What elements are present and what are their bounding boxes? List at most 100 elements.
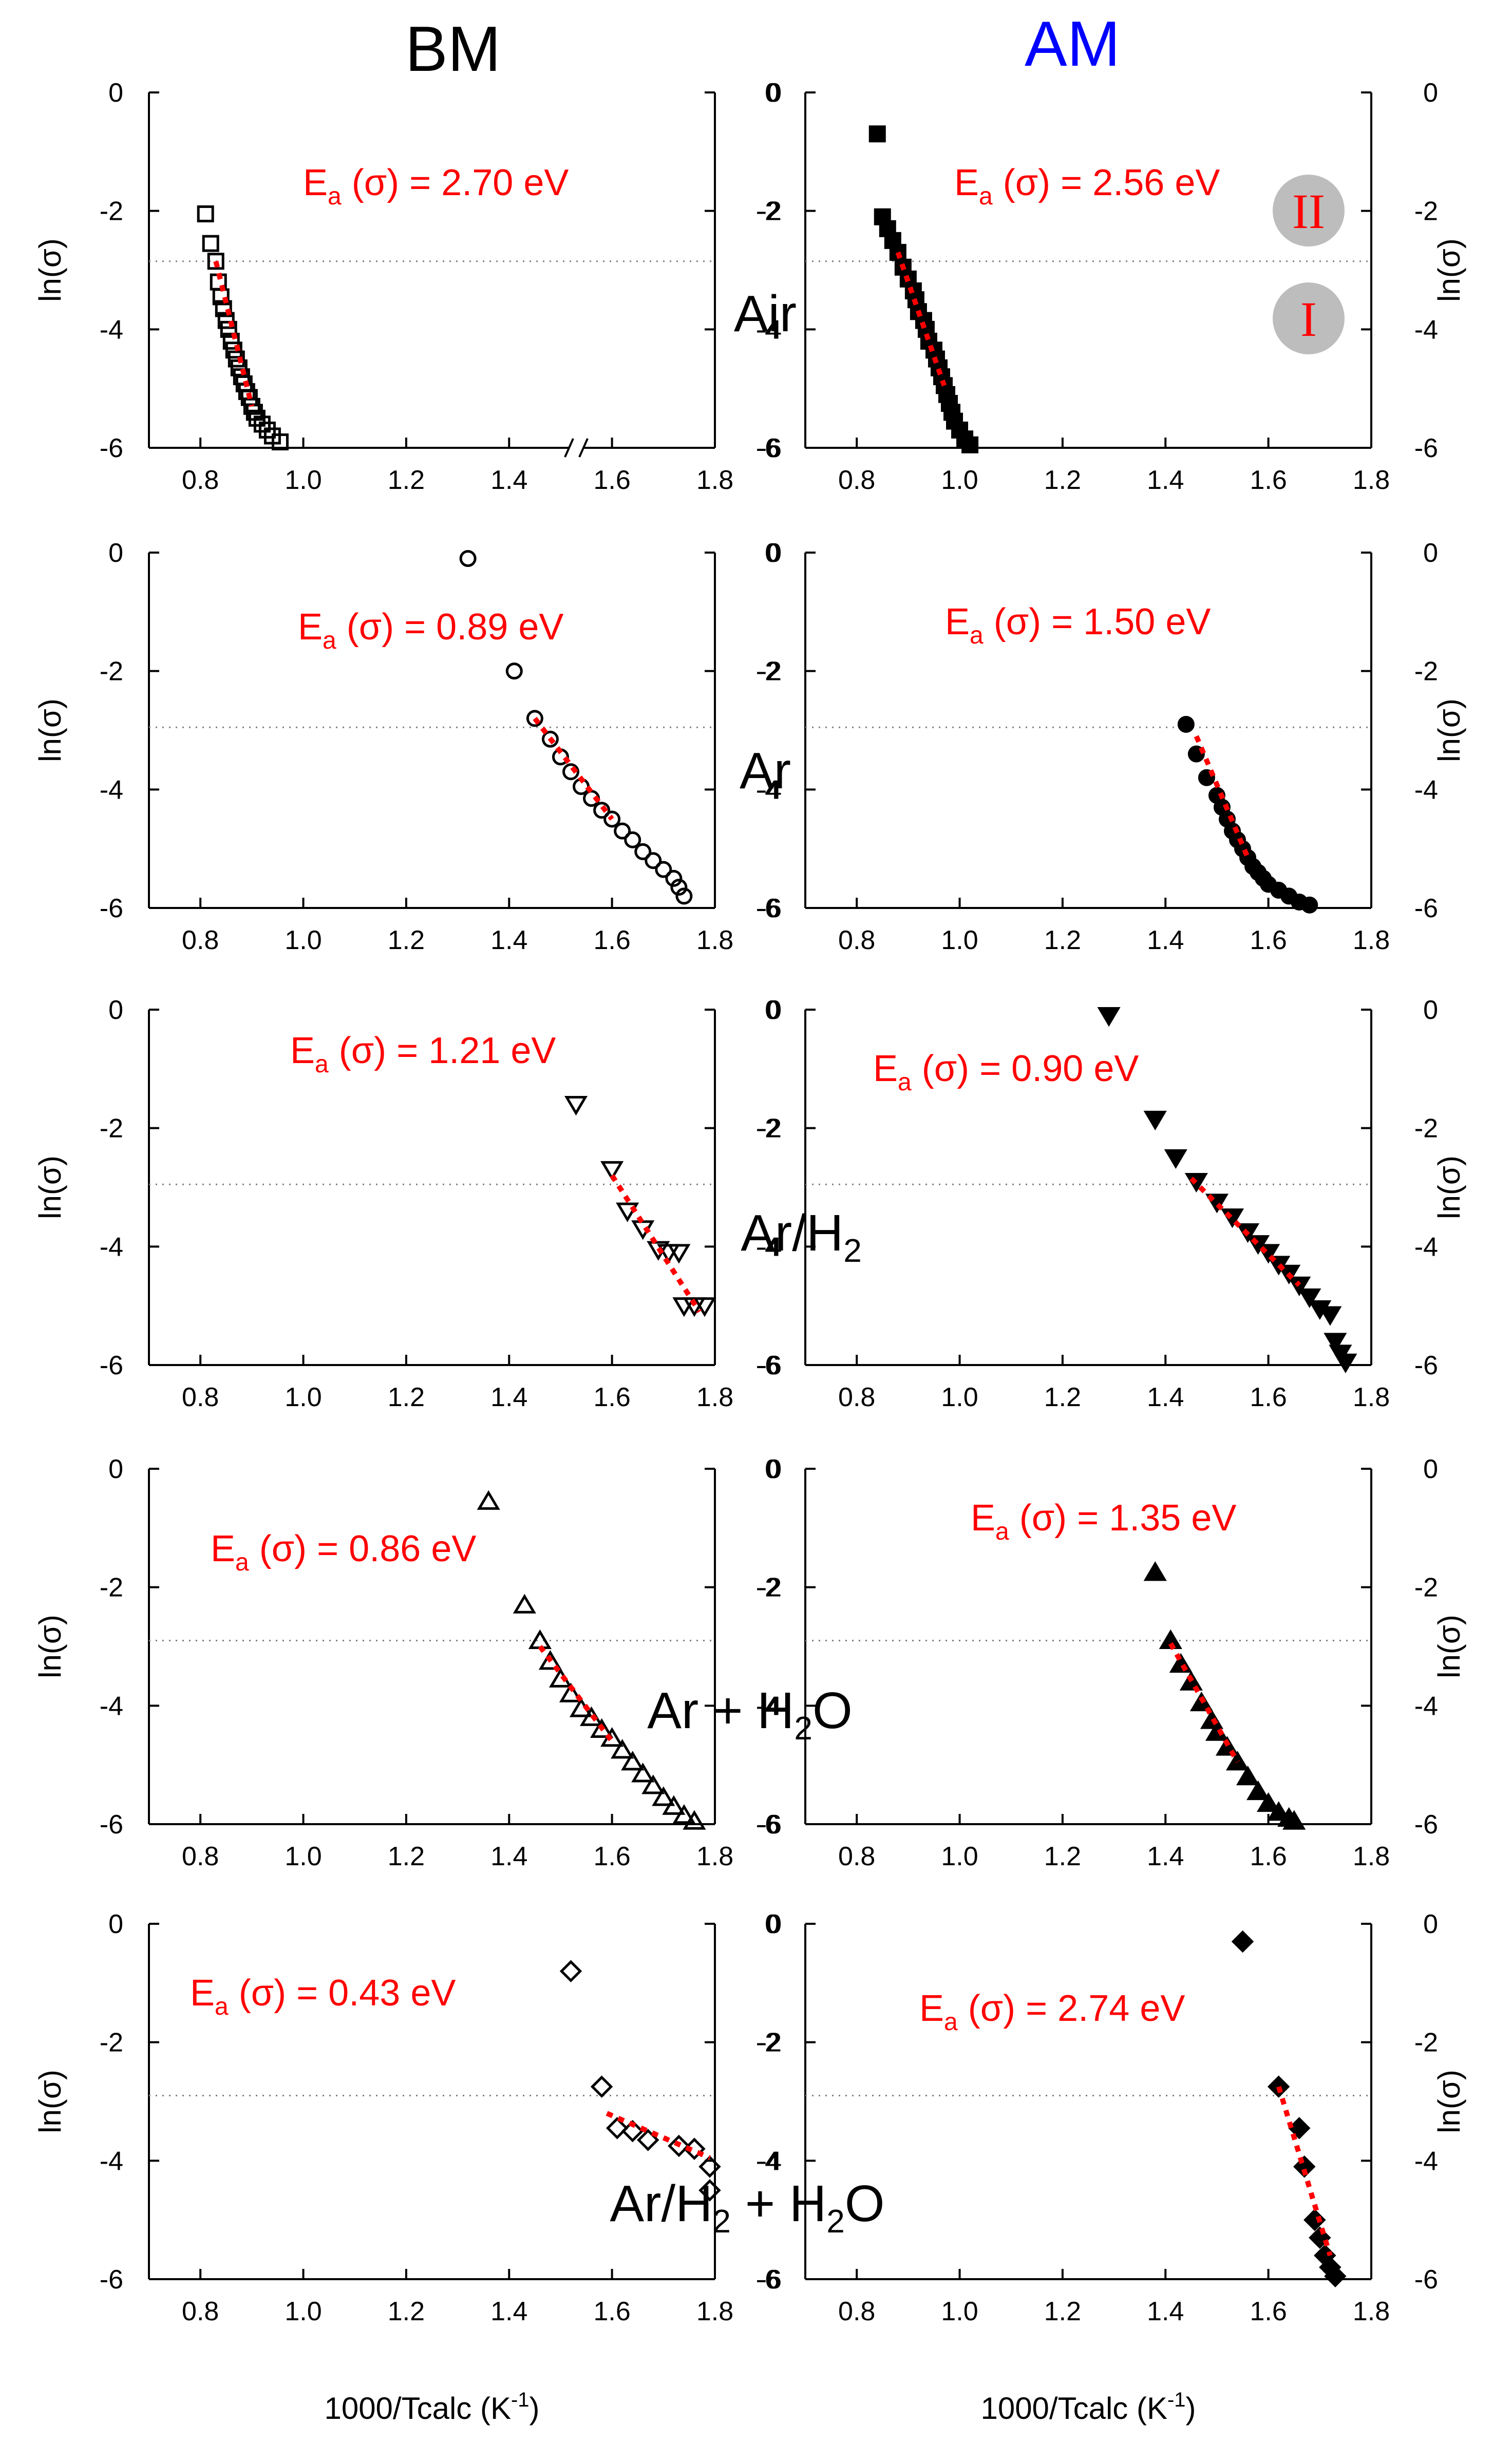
x-tick-label: 1.6 — [1250, 2297, 1287, 2326]
data-point — [590, 2075, 613, 2098]
data-point — [611, 1739, 634, 1759]
y-tick-label: -4 — [100, 1232, 123, 1262]
data-point — [1324, 1333, 1347, 1353]
y-tick-label: -6 — [100, 1351, 123, 1380]
panel-bm-ar: 0.8 1.0 1.2 1.4 1.6 1.8 0 0 -2 -2 -4 -4 -6 -6 ln(σ) Ea … — [33, 538, 782, 955]
data-point — [1143, 1561, 1167, 1581]
y-tick-label: -6 — [758, 1351, 782, 1380]
x-tick-label: 1.4 — [1147, 1383, 1184, 1412]
column-title-am: AM — [1025, 9, 1120, 80]
y-tick-label: -4 — [100, 315, 123, 345]
data-point — [1215, 1736, 1239, 1756]
x-tick-label: 1.0 — [941, 2297, 978, 2326]
data-point — [693, 1297, 716, 1317]
y-tick-label: -2 — [756, 657, 780, 687]
y-tick-label: 0 — [765, 78, 780, 108]
x-tick-label: 1.8 — [696, 1842, 733, 1871]
y-tick-label: 0 — [767, 78, 782, 108]
x-tick-label: 1.6 — [593, 1842, 630, 1871]
x-tick-label: 1.8 — [1353, 1842, 1390, 1871]
x-tick-label: 1.8 — [696, 1383, 733, 1412]
y-tick-label: -4 — [756, 775, 780, 805]
panels: 0.8 1.0 1.2 1.4 1.6 1.8 0 0 -2 -2 -4 -4 -6 -6 ln(σ) Ea … — [33, 78, 1466, 2426]
x-tick-label: 0.8 — [182, 1383, 219, 1412]
data-point — [271, 433, 289, 450]
x-tick-label: 1.4 — [490, 1842, 527, 1871]
y-tick-label: -4 — [1414, 2146, 1438, 2176]
x-tick-label: 1.6 — [593, 2297, 630, 2326]
y-tick-label: -2 — [100, 657, 123, 687]
x-tick-label: 1.4 — [490, 1383, 527, 1412]
data-point — [541, 730, 559, 748]
x-tick-label: 1.6 — [593, 1383, 630, 1412]
x-tick-label: 1.6 — [1250, 1383, 1287, 1412]
atmosphere-label-part: Ar/H — [610, 2175, 712, 2232]
data-point — [1164, 1149, 1187, 1169]
data-point — [662, 1795, 686, 1815]
data-point — [1282, 1810, 1306, 1830]
data-point — [1143, 1110, 1167, 1131]
panel-am-ar: 0.8 1.0 1.2 1.4 1.6 1.8 0 0 -2 -2 -4 -4 -6 -6 ln(σ) Ea … — [756, 538, 1466, 955]
y-tick-label: -2 — [758, 2028, 782, 2058]
x-tick-label: 1.0 — [941, 925, 978, 955]
y-tick-label: -4 — [758, 1232, 782, 1262]
data-point — [1267, 1801, 1291, 1821]
panel-bm-air: 0.8 1.0 1.2 1.4 1.6 1.8 0 0 -2 -2 -4 -4 -6 -6 ln(σ) Ea … — [33, 78, 782, 495]
panel-bm-ar-h2: 0.8 1.0 1.2 1.4 1.6 1.8 0 0 -2 -2 -4 -4 -6 -6 ln(σ) Ea … — [33, 995, 782, 1412]
y-axis-title: ln(σ) — [33, 1156, 67, 1219]
data-point — [655, 861, 672, 878]
region-badge-label: I — [1300, 292, 1317, 347]
data-point — [459, 550, 477, 567]
y-tick-label: -2 — [756, 197, 780, 226]
fit-line — [606, 2111, 711, 2161]
fit-line — [213, 260, 255, 407]
x-axis-title: 1000/Tcalc (K-1) — [980, 2389, 1196, 2426]
activation-energy-label: Ea (σ) = 0.90 eV — [873, 1048, 1139, 1096]
y-tick-label: -2 — [758, 657, 782, 687]
activation-energy-label: Ea (σ) = 1.50 eV — [945, 601, 1211, 649]
y-tick-label: -2 — [100, 197, 123, 226]
data-point — [670, 879, 688, 896]
x-tick-label: 0.8 — [838, 1842, 875, 1871]
atmosphere-label-part: 2 — [843, 1232, 862, 1269]
y-tick-label: 0 — [767, 1909, 782, 1939]
data-point — [652, 1786, 675, 1806]
data-point — [1318, 1306, 1342, 1326]
y-tick-label: 0 — [108, 78, 123, 108]
x-tick-label: 1.6 — [593, 925, 630, 955]
y-axis-title: ln(σ) — [33, 698, 67, 762]
atmosphere-label: Ar + H2O — [647, 1682, 853, 1747]
atmosphere-label: Ar/H2 + H2O — [610, 2175, 884, 2240]
data-point — [634, 843, 652, 860]
panel-bm-ar-h2-h2o: 0.8 1.0 1.2 1.4 1.6 1.8 0 0 -2 -2 -4 -4 -6 -6 ln(σ) Ea … — [33, 1909, 782, 2426]
y-tick-label: 0 — [108, 1909, 123, 1939]
x-tick-label: 1.8 — [696, 2297, 733, 2326]
y-tick-label: -2 — [100, 1573, 123, 1603]
y-tick-label: 0 — [1423, 538, 1438, 568]
x-tick-label: 1.8 — [1353, 1383, 1390, 1412]
panel-am-ar-h2-h2o: 0.8 1.0 1.2 1.4 1.6 1.8 0 0 -2 -2 -4 -4 -6 -6 ln(σ) Ea … — [756, 1909, 1466, 2426]
x-tick-label: 0.8 — [838, 1383, 875, 1412]
x-tick-label: 1.2 — [388, 1383, 425, 1412]
y-tick-label: -6 — [100, 433, 123, 463]
x-tick-label: 1.0 — [941, 1842, 978, 1871]
data-point — [477, 1490, 500, 1510]
panel-am-air: 0.8 1.0 1.2 1.4 1.6 1.8 0 0 -2 -2 -4 -4 -6 -6 ln(σ) Ea … — [756, 78, 1466, 495]
data-point — [1236, 1766, 1260, 1786]
data-point — [593, 802, 611, 819]
atmosphere-label-part: Ar/H — [741, 1204, 843, 1262]
x-tick-label: 1.4 — [490, 925, 527, 955]
data-point — [590, 1718, 614, 1738]
x-tick-label: 1.8 — [1353, 925, 1390, 955]
data-point — [1298, 1288, 1321, 1309]
atmosphere-label-part: + H — [731, 2175, 826, 2232]
activation-energy-label: Ea (σ) = 1.35 eV — [971, 1498, 1236, 1545]
x-tick-label: 1.6 — [1250, 925, 1287, 955]
x-tick-label: 1.2 — [388, 1842, 425, 1871]
data-point — [961, 436, 979, 453]
y-tick-label: -4 — [1414, 315, 1438, 345]
y-tick-label: -2 — [756, 2028, 780, 2058]
x-tick-label: 0.8 — [182, 465, 219, 495]
data-point — [1177, 715, 1195, 733]
x-tick-label: 1.0 — [941, 465, 978, 495]
